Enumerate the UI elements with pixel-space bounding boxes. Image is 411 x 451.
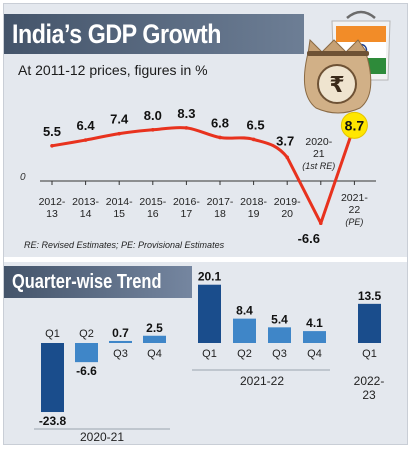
x-tick-label: (1st RE)	[302, 161, 335, 171]
x-tick-label: 2015-	[139, 196, 166, 208]
x-tick-label: 22	[349, 204, 361, 216]
x-tick-label: 2019-	[274, 196, 301, 208]
data-point	[50, 144, 54, 148]
infographic: India’s GDP Growth At 2011-12 prices, fi…	[3, 3, 408, 445]
title-banner	[4, 14, 304, 54]
x-tick-label: 2017-	[207, 196, 234, 208]
x-tick-label: 17	[181, 208, 193, 220]
bar-value-label: 0.7	[112, 326, 129, 340]
group-label: 2021-22	[240, 374, 284, 388]
group-label: 2020-21	[80, 430, 124, 444]
bar	[198, 284, 221, 343]
bar-value-label: 8.4	[236, 304, 253, 318]
bar	[41, 343, 64, 413]
x-tick-label: 20	[281, 208, 293, 220]
data-point	[218, 135, 222, 140]
bar-value-label: -23.8	[39, 414, 67, 428]
data-label: -6.6	[298, 231, 320, 246]
annual-growth-line-chart: 0 5.5 6.4 7.4 8.0 8.3 6.8 6.5 3.7 -6.6 8.7 2012-13 2…	[20, 106, 376, 246]
x-tick-label: 2021-	[341, 192, 368, 204]
data-label: 8.7	[345, 117, 365, 133]
data-point	[184, 126, 189, 130]
data-label: 8.0	[144, 108, 162, 123]
data-point	[319, 221, 323, 226]
group-label: 2022-	[354, 374, 385, 388]
x-tick-label: 2014-	[106, 196, 133, 208]
data-point	[151, 128, 155, 132]
quarter-chart-title: Quarter-wise Trend	[12, 271, 162, 293]
x-tick-label: 2020-	[305, 136, 332, 148]
data-label: 6.4	[77, 118, 96, 133]
x-tick-label: 14	[80, 208, 92, 220]
quarter-label: Q4	[147, 348, 162, 360]
data-point	[117, 131, 121, 136]
data-label: 3.7	[276, 133, 294, 148]
data-label: 6.8	[211, 115, 229, 130]
quarter-label: Q3	[113, 348, 128, 360]
baseline-label: 0	[20, 172, 26, 183]
footnote: RE: Revised Estimates; PE: Provisional E…	[24, 240, 225, 250]
x-tick-label: 15	[113, 208, 125, 220]
quarter-label: Q2	[79, 328, 94, 340]
bar-value-label: 4.1	[306, 316, 323, 330]
data-label: 6.5	[247, 117, 265, 132]
x-tick-label: 18	[214, 208, 226, 220]
data-point	[83, 138, 88, 142]
data-label: 5.5	[43, 124, 61, 139]
bar	[109, 340, 132, 343]
bar-value-label: 20.1	[198, 270, 222, 284]
bar	[303, 331, 326, 343]
chart-subtitle: At 2011-12 prices, figures in %	[18, 62, 208, 78]
bar-value-label: -6.6	[76, 364, 97, 378]
bar	[358, 303, 381, 343]
x-tick-label: 2016-	[173, 196, 200, 208]
money-bag-icon: ₹	[303, 10, 391, 114]
bar-value-label: 2.5	[146, 321, 163, 335]
quarter-label: Q1	[362, 348, 377, 360]
bar-value-label: 13.5	[358, 289, 382, 303]
chart-canvas: 0 5.5 6.4 7.4 8.0 8.3 6.8 6.5 3.7 -6.6 8.7 2012-13 2…	[20, 106, 384, 444]
quarter-label: Q4	[307, 348, 322, 360]
highlight-point-marker	[340, 111, 368, 139]
x-tick-label: (PE)	[345, 217, 363, 227]
data-label: 7.4	[110, 112, 129, 127]
quarter-label: Q3	[272, 348, 287, 360]
section-divider	[4, 257, 407, 262]
x-tick-label: 2012-	[39, 196, 66, 208]
data-label: 8.3	[177, 106, 195, 121]
data-point	[251, 137, 256, 142]
quarter-title-banner	[4, 266, 192, 298]
x-tick-label: 2013-	[72, 196, 99, 208]
x-tick-label: 2018-	[240, 196, 267, 208]
x-tick-label: 13	[46, 208, 58, 220]
x-tick-label: 16	[147, 208, 159, 220]
group-label: 23	[362, 388, 376, 402]
rupee-sack-icon: ₹	[303, 38, 372, 114]
quarter-label: Q1	[202, 348, 217, 360]
bar	[75, 343, 98, 363]
bar	[268, 327, 291, 343]
x-tick-label: 19	[248, 208, 260, 220]
quarter-bar-chart: -23.8 Q1 -6.6 Q2 0.7 Q3 2.5 Q4 20.1 Q1 8.4 Q2 5.4 Q3 4…	[34, 270, 384, 444]
quarter-label: Q1	[45, 328, 60, 340]
chart-title: India’s GDP Growth	[12, 19, 222, 49]
x-tick-label: 21	[313, 148, 325, 160]
svg-text:₹: ₹	[329, 73, 344, 98]
data-point	[285, 155, 290, 160]
quarter-label: Q2	[237, 348, 252, 360]
bar	[233, 318, 256, 343]
bar-value-label: 5.4	[271, 312, 288, 326]
bar	[143, 335, 166, 343]
